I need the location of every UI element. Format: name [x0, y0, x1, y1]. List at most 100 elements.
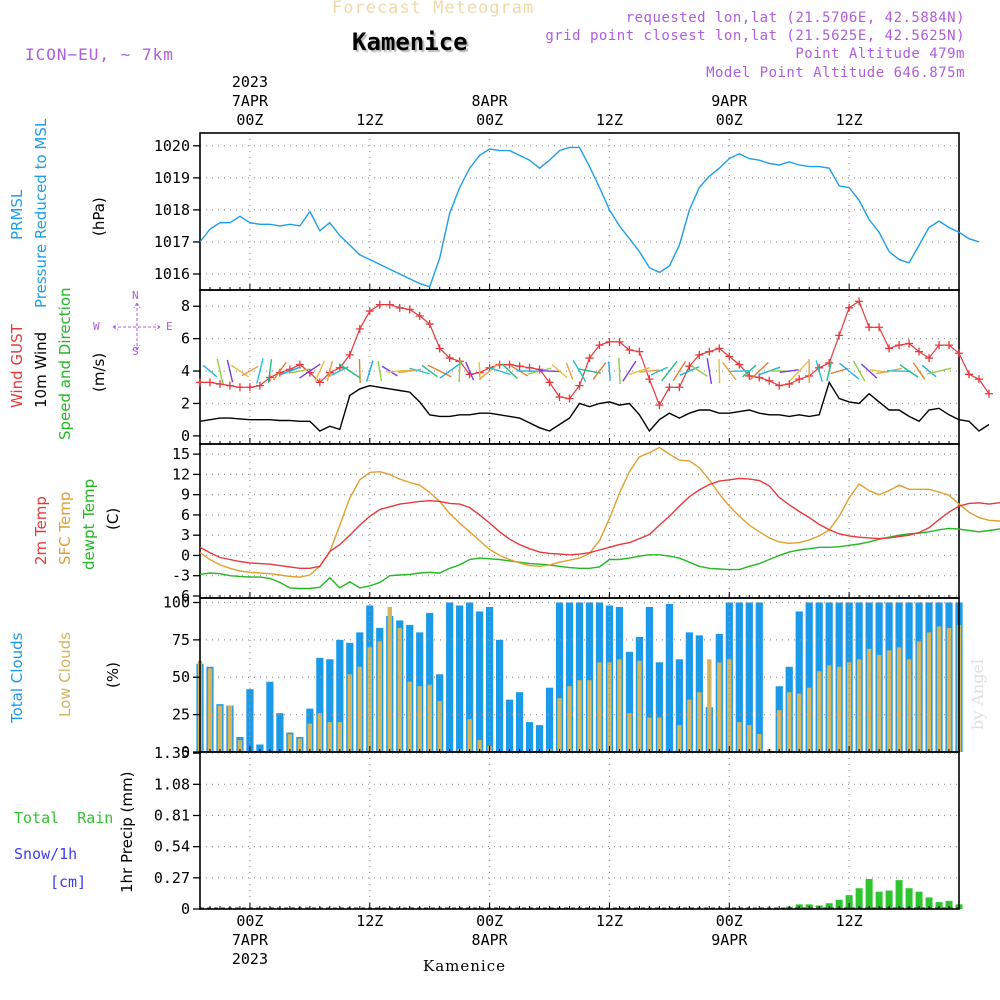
time-label: 00Z [476, 912, 504, 930]
snow-label: Snow/1h [14, 845, 78, 863]
gust-marker [915, 347, 924, 356]
y-tick-label: 100 [163, 593, 190, 611]
low-clouds-bar [936, 626, 942, 752]
gust-marker [535, 365, 544, 374]
total-clouds-bar [735, 602, 743, 752]
wind-arrow [691, 365, 708, 377]
low-clouds-bar [477, 740, 482, 752]
gust-marker [695, 350, 704, 359]
gust-marker [575, 381, 584, 390]
model-label: ICON−EU, ∼ 7km [25, 45, 174, 64]
low-clouds-bar [357, 666, 362, 752]
rain-label: Total Rain [14, 809, 114, 827]
low-clouds-bar [637, 660, 642, 752]
grid-point-coords: grid point closest lon,lat (21.5625E, 42… [545, 28, 965, 44]
rain-bar [865, 878, 873, 909]
wind-arrow [377, 361, 383, 382]
low-clouds-bar [787, 692, 792, 752]
total-clouds-bar [555, 602, 564, 752]
compass-north: N [132, 289, 139, 302]
low-clouds-bar [916, 641, 922, 752]
wind-arrow [672, 361, 687, 382]
gust-marker [405, 305, 414, 314]
wind-arrow [230, 364, 250, 378]
gust-marker [425, 320, 434, 329]
wind10-line [199, 380, 990, 433]
y-tick-label: 1.08 [154, 775, 190, 793]
y-tick-label: 6 [181, 330, 190, 348]
y-tick-label: 0 [181, 546, 190, 564]
pressure-label-prmsl: PRMSL [8, 189, 26, 240]
total-clouds-bar [316, 657, 324, 752]
gust-marker [655, 401, 664, 410]
gust-marker [375, 300, 384, 309]
wind-arrow [439, 363, 460, 379]
gust-marker [875, 323, 884, 332]
total-clouds-bar [496, 639, 504, 752]
wind-arrow [280, 366, 300, 376]
gust-marker [675, 383, 684, 392]
wind-arrow [478, 362, 481, 381]
low-clouds-bar [737, 722, 742, 752]
gust-marker [395, 303, 404, 312]
wind-arrow [830, 367, 848, 375]
low-clouds-bar [567, 686, 572, 752]
low-clouds-bar [697, 692, 702, 752]
wind-arrow [381, 365, 398, 377]
y-tick-label: 0.81 [154, 806, 190, 824]
wind-arrow [565, 362, 574, 380]
wind-arrow [618, 358, 621, 385]
panel-frame [199, 132, 960, 291]
wind-arrow [729, 369, 750, 373]
wind-arrow [409, 367, 431, 375]
gust-marker [715, 344, 724, 353]
pressure-line [199, 146, 980, 288]
low-clouds-bar [836, 666, 842, 752]
time-label: 12Z [356, 111, 384, 129]
time-label: 8APR [471, 931, 508, 949]
low-clouds-bar [407, 681, 412, 752]
wind-arrow [202, 364, 218, 378]
low-clouds-bar [367, 647, 372, 752]
gust-marker [645, 375, 654, 384]
y-tick-label: 75 [172, 631, 190, 649]
y-tick-label: 1.35 [154, 744, 190, 762]
time-label: 8APR [471, 92, 508, 110]
compass-west: W [93, 320, 100, 333]
rain-bar [925, 897, 933, 909]
wind-arrow [256, 358, 264, 384]
low-clouds-bar [926, 632, 932, 752]
wind-arrow [860, 363, 878, 379]
low-clouds-bar [207, 668, 213, 752]
clouds-unit: (%) [104, 662, 122, 688]
gust-marker [355, 324, 364, 333]
total-clouds-bar [486, 606, 494, 752]
low-clouds-bar [846, 662, 852, 752]
low-clouds-bar [777, 710, 782, 752]
wind-arrow [272, 361, 287, 381]
gust-marker [385, 300, 394, 309]
low-clouds-bar [946, 627, 952, 752]
wind-arrow [815, 360, 823, 382]
total-clouds-bar [645, 606, 654, 752]
temp-2m-label: 2m Temp [32, 496, 50, 565]
low-clouds-bar [287, 734, 293, 752]
gust-marker [445, 354, 454, 363]
time-label: 12Z [835, 111, 863, 129]
total-clouds-bar [545, 687, 554, 752]
total-clouds-bar [625, 651, 634, 752]
gust-marker [825, 358, 834, 367]
gust-marker [855, 297, 864, 306]
gust-marker [585, 354, 594, 363]
wind-arrow [479, 362, 500, 380]
low-clouds-bar [797, 693, 802, 752]
wind-arrow [290, 368, 309, 374]
time-label: 9APR [711, 92, 748, 110]
total-clouds-bar [256, 744, 264, 752]
y-tick-label: 1018 [154, 201, 190, 219]
time-label: 12Z [595, 111, 623, 129]
wind-arrow [458, 360, 461, 383]
low-clouds-bar [866, 648, 872, 752]
total-clouds-bar [665, 603, 673, 752]
y-tick-label: 6 [181, 506, 190, 524]
